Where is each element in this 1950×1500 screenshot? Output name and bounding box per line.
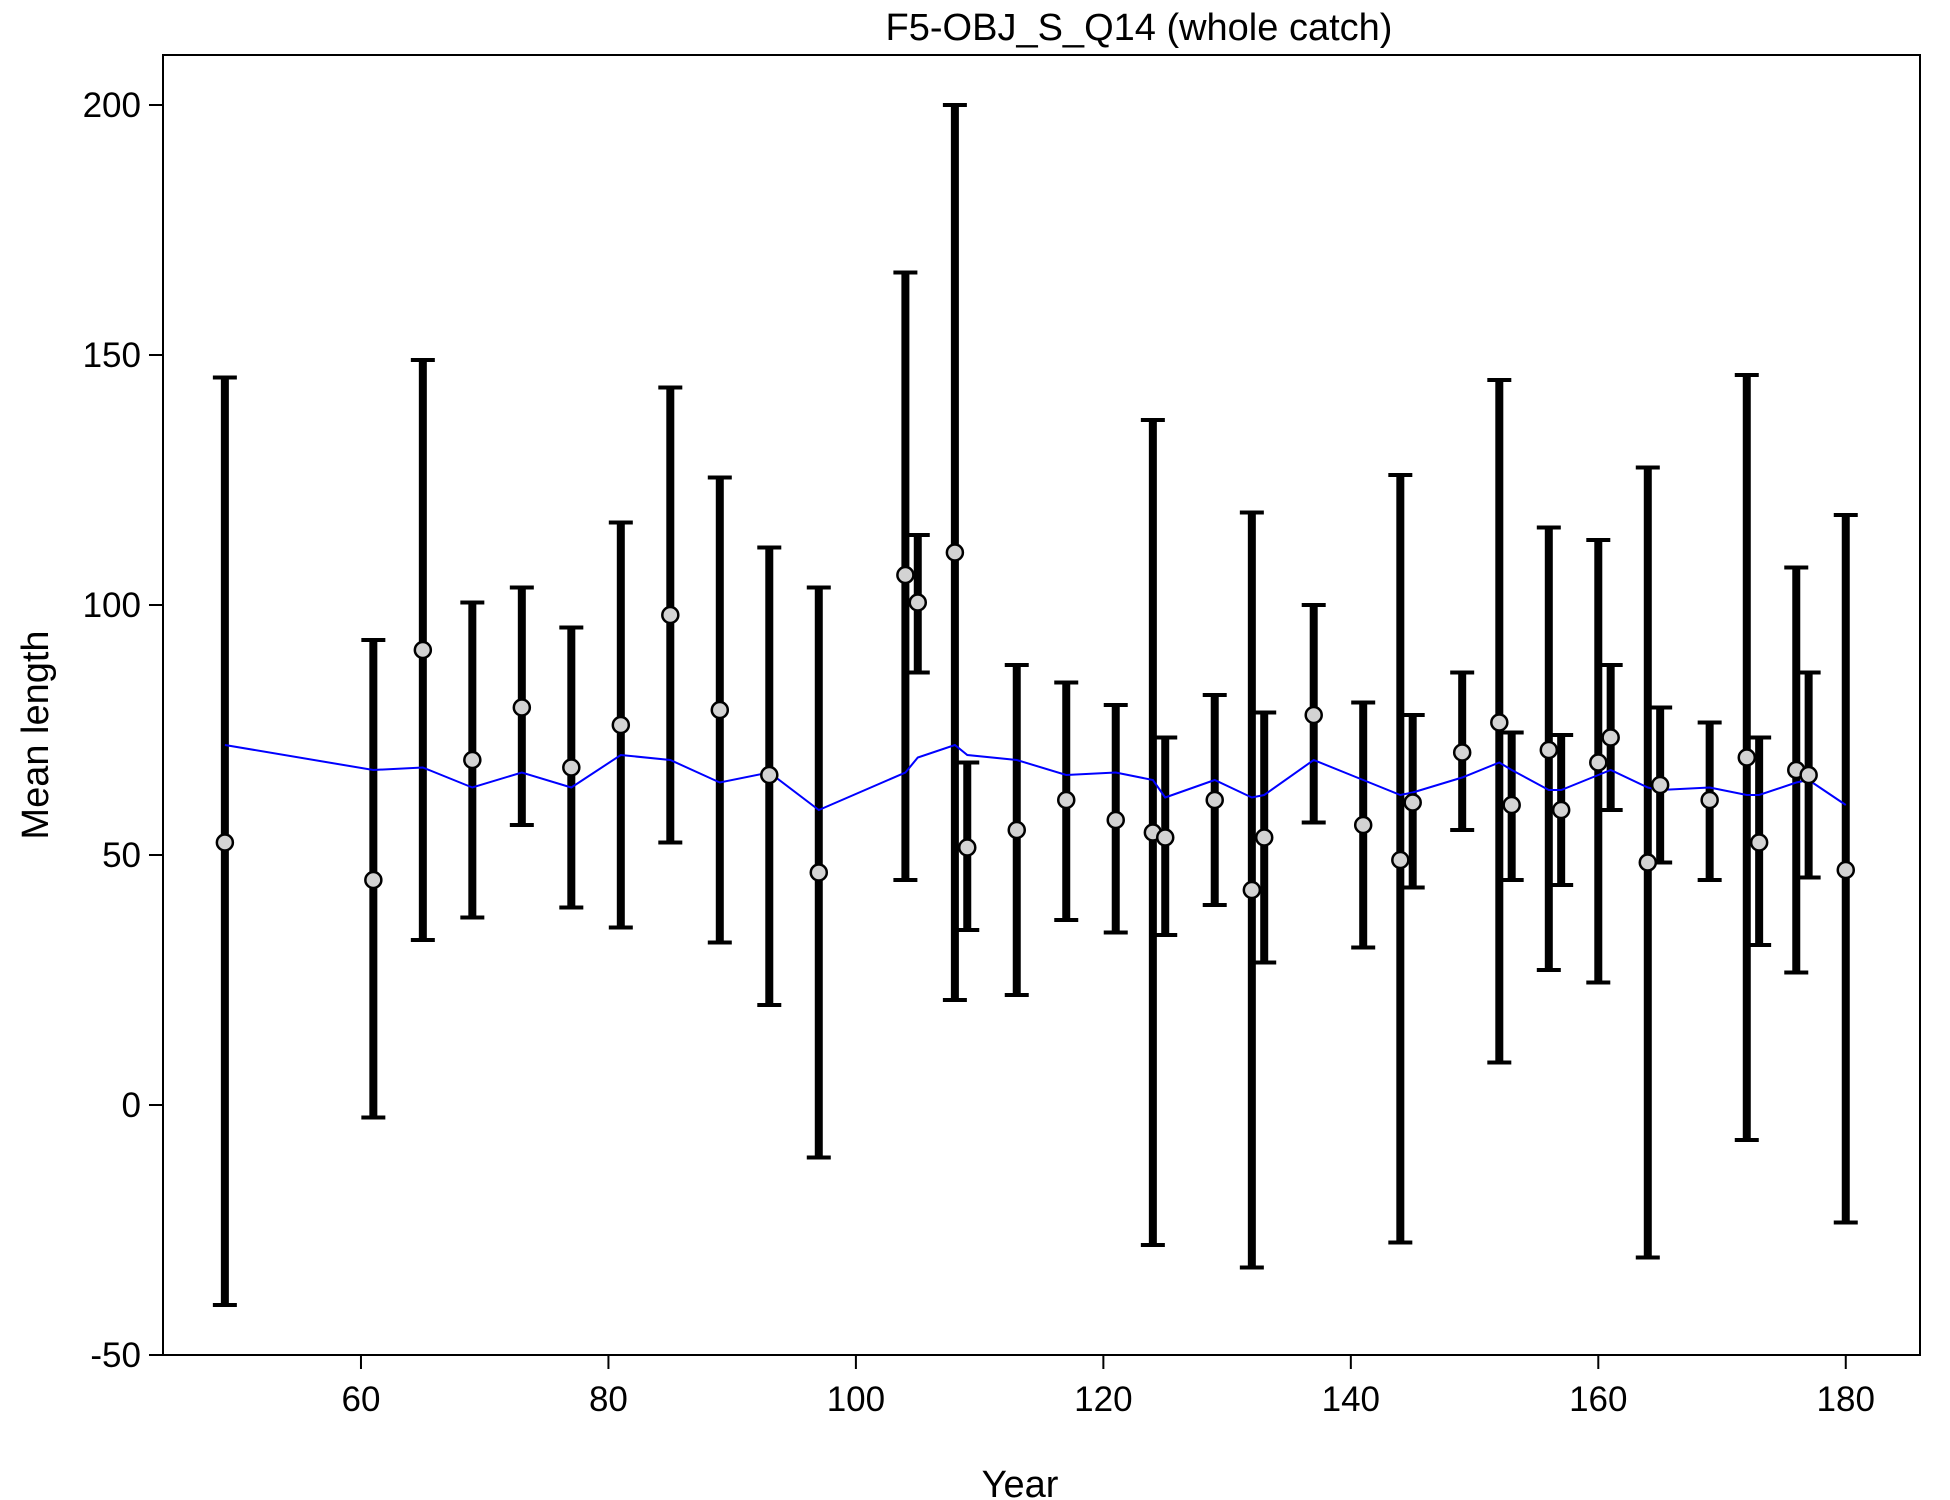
x-axis-title: Year [982,1464,1059,1500]
x-tick-label: 180 [1817,1380,1875,1419]
x-tick-label: 120 [1074,1380,1132,1419]
expected-line [224,743,1847,812]
x-tick-label: 80 [589,1380,628,1419]
data-point [1539,740,1559,760]
data-point [1403,793,1422,812]
data-point [1353,815,1373,835]
data-point [1551,800,1571,820]
data-point [958,838,977,857]
x-tick-label: 160 [1569,1380,1627,1419]
data-point [215,833,235,852]
data-point [1106,810,1125,830]
data-point [1490,713,1509,732]
data-point [1242,880,1262,900]
data-point [1056,790,1076,810]
data-point [413,640,433,660]
data-point [1749,833,1769,852]
x-tick-label: 100 [827,1380,885,1419]
data-point [1737,748,1757,767]
error-bars [212,103,1858,1307]
plot-frame [162,54,1921,1356]
data-point [1799,765,1818,785]
observed-points [215,543,1856,900]
data-point [710,700,730,720]
y-tick-label: -50 [90,1336,141,1375]
data-point [463,750,482,770]
data-point [760,765,779,785]
data-point [1502,795,1521,815]
data-point [1155,828,1175,847]
y-tick-label: 50 [102,836,141,875]
data-point [896,565,915,585]
data-point [611,715,631,735]
data-point [1589,753,1608,772]
data-point [1836,860,1856,880]
data-point [1638,853,1658,872]
y-tick-label: 200 [83,86,141,125]
y-tick-label: 150 [83,336,141,375]
data-point [908,593,928,612]
chart-title: F5-OBJ_S_Q14 (whole catch) [886,7,1393,49]
data-point [1254,828,1274,847]
y-axis: -50 0 50 100 150 200 [83,86,163,1375]
data-point [1650,775,1670,795]
y-tick-label: 0 [122,1086,141,1125]
data-point [661,605,680,625]
data-point [1452,743,1472,762]
data-point [364,870,383,890]
x-tick-label: 60 [342,1380,381,1419]
data-point [1205,790,1224,810]
data-point [1391,850,1410,870]
y-axis-title: Mean length [15,630,57,839]
y-tick-label: 100 [83,586,141,625]
data-point [1007,820,1027,840]
data-point [1700,790,1719,810]
x-axis: 60 80 100 120 140 160 180 [342,1355,1875,1419]
data-point [512,698,532,717]
data-point [809,863,829,882]
data-point [1304,705,1323,725]
data-point [945,543,965,562]
x-tick-label: 140 [1322,1380,1380,1419]
data-point [562,758,581,777]
data-point [1601,728,1620,747]
